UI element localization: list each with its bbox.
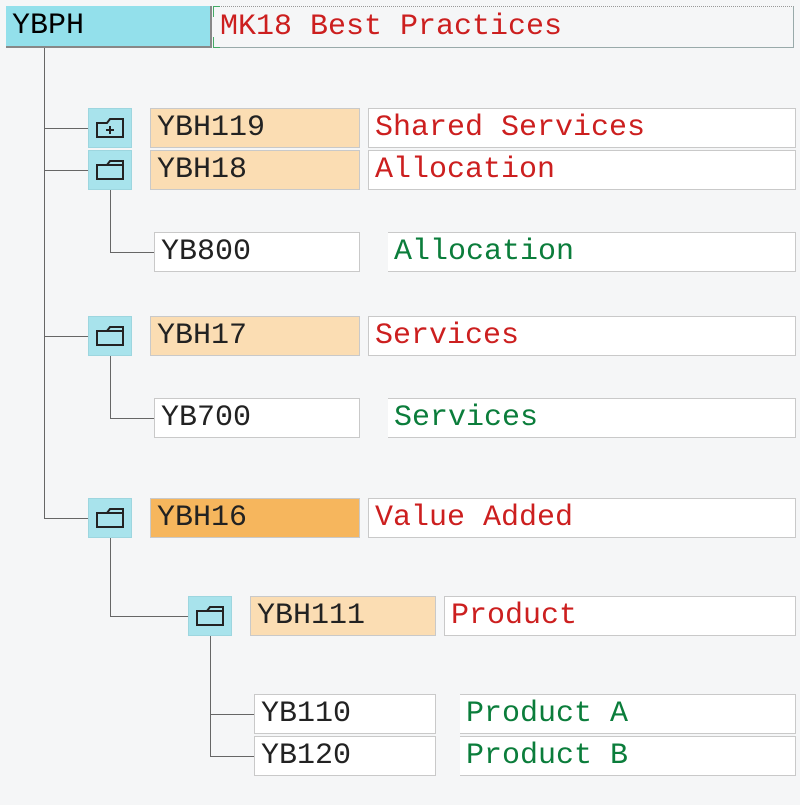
group-desc[interactable]: Services — [368, 316, 796, 356]
tree-line — [110, 418, 154, 419]
leaf-code[interactable]: YB120 — [254, 736, 436, 776]
tree-line — [44, 170, 88, 171]
folder-open-icon[interactable] — [88, 498, 132, 538]
group-code[interactable]: YBH18 — [150, 150, 360, 190]
tree-line — [44, 518, 88, 519]
tree-line — [44, 336, 88, 337]
leaf-desc: Product B — [460, 736, 796, 776]
tree-line — [110, 190, 111, 252]
folder-plus-icon[interactable] — [88, 108, 132, 148]
group-code[interactable]: YBH17 — [150, 316, 360, 356]
tree-line — [110, 356, 111, 418]
leaf-desc: Allocation — [388, 232, 796, 272]
tree-line — [110, 252, 154, 253]
tree-line — [110, 616, 188, 617]
root-title[interactable]: MK18 Best Practices — [214, 6, 794, 48]
tree-line — [210, 756, 254, 757]
hierarchy-tree: { "colors": { "page_bg": "#f5f6f7", "roo… — [0, 0, 800, 805]
tree-line — [110, 538, 111, 616]
folder-open-icon[interactable] — [88, 150, 132, 190]
tree-line — [44, 48, 45, 518]
group-code[interactable]: YBH16 — [150, 498, 360, 538]
root-code[interactable]: YBPH — [6, 6, 212, 48]
leaf-code[interactable]: YB110 — [254, 694, 436, 734]
group-desc[interactable]: Shared Services — [368, 108, 796, 148]
folder-open-icon[interactable] — [88, 316, 132, 356]
leaf-code[interactable]: YB800 — [154, 232, 360, 272]
tree-line — [210, 714, 254, 715]
leaf-desc: Services — [388, 398, 796, 438]
leaf-code[interactable]: YB700 — [154, 398, 360, 438]
group-desc[interactable]: Value Added — [368, 498, 796, 538]
tree-line — [210, 636, 211, 756]
subgroup-desc[interactable]: Product — [444, 596, 796, 636]
tree-line — [44, 128, 88, 129]
group-code[interactable]: YBH119 — [150, 108, 360, 148]
leaf-desc: Product A — [460, 694, 796, 734]
group-desc[interactable]: Allocation — [368, 150, 796, 190]
folder-open-icon[interactable] — [188, 596, 232, 636]
subgroup-code[interactable]: YBH111 — [250, 596, 436, 636]
